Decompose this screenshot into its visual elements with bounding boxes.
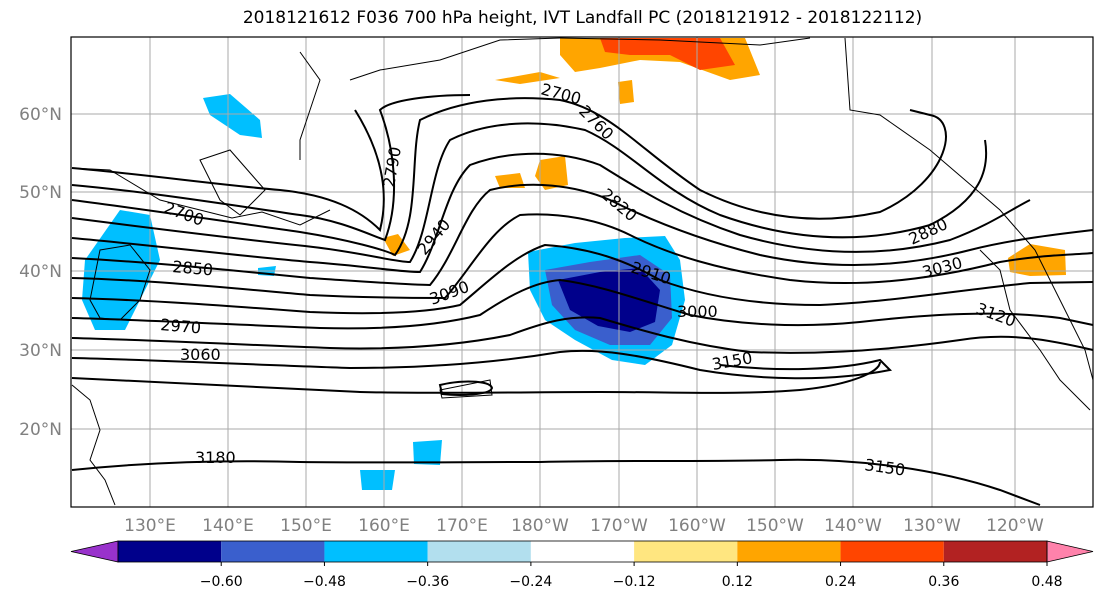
contour-label: 2760 [575, 101, 617, 143]
lat-label: 50°N [19, 183, 62, 203]
colorbar-extend-high [1046, 540, 1094, 563]
lon-label: 130°W [903, 516, 961, 536]
ivt-shading [82, 38, 1066, 490]
colorbar-tick-label: −0.36 [406, 574, 449, 590]
positive-anomaly-us-west [1008, 244, 1066, 276]
positive-anomaly-alaska [495, 72, 560, 84]
negative-anomaly-small-1 [413, 440, 442, 465]
positive-anomaly-alaska-2 [618, 80, 634, 104]
lat-label: 20°N [19, 420, 62, 440]
colorbar-tick-label: 0.12 [722, 574, 753, 590]
negative-anomaly-okhotsk [203, 94, 262, 138]
lon-label: 140°W [824, 516, 882, 536]
contour-label: 2700 [162, 198, 207, 230]
latitude-labels: 60°N 50°N 40°N 30°N 20°N [19, 105, 62, 440]
colorbar: −0.60 −0.48 −0.36 −0.24 −0.12 0.12 0.24 0.36 0.4… [70, 540, 1094, 590]
colorbar-segment [634, 541, 738, 562]
map-frame [70, 36, 1094, 508]
lat-label: 30°N [19, 341, 62, 361]
contour-label: 3000 [677, 302, 718, 321]
colorbar-extend-low [70, 540, 119, 563]
colorbar-tick-label: −0.12 [613, 574, 656, 590]
colorbar-segment [324, 541, 428, 562]
lat-label: 40°N [19, 262, 62, 282]
longitude-labels: 130°E 140°E 150°E 160°E 170°E 180°W 170°W 160°W… [124, 516, 1044, 536]
colorbar-segment [427, 541, 531, 562]
height-contours [71, 94, 1094, 506]
lon-label: 130°E [124, 516, 176, 536]
negative-anomaly-small-2 [360, 470, 395, 490]
contour-label: 3150 [710, 348, 753, 374]
contour-label: 2850 [172, 257, 214, 279]
colorbar-tick-label: −0.60 [200, 574, 243, 590]
colorbar-segment [221, 541, 325, 562]
colorbar-frame [117, 540, 1048, 563]
lon-label: 160°W [668, 516, 726, 536]
colorbar-segment [118, 541, 222, 562]
colorbar-tick-label: −0.24 [509, 574, 552, 590]
positive-anomaly-aleutian-2 [535, 156, 568, 190]
colorbar-segment [840, 541, 944, 562]
contour-label: 3180 [195, 448, 236, 467]
lon-label: 140°E [202, 516, 254, 536]
positive-anomaly-kamchatka [383, 234, 410, 256]
contour-label: 3060 [180, 345, 221, 364]
lon-label: 150°W [746, 516, 804, 536]
contour-label: 2700 [539, 80, 583, 109]
lon-label: 120°W [986, 516, 1044, 536]
lon-label: 170°W [590, 516, 648, 536]
colorbar-tick-label: 0.36 [928, 574, 959, 590]
contour-label: 2940 [414, 215, 455, 258]
colorbar-segment [530, 541, 635, 562]
colorbar-tick-label: −0.48 [303, 574, 346, 590]
contour-label: 2880 [906, 214, 951, 248]
lon-label: 170°E [436, 516, 488, 536]
contour-label: 3120 [974, 299, 1019, 331]
contour-label: 3150 [863, 455, 906, 479]
colorbar-segment [943, 541, 1047, 562]
positive-anomaly-north-core [600, 38, 735, 70]
colorbar-tick-label: 0.24 [825, 574, 856, 590]
lon-label: 180°W [511, 516, 569, 536]
colorbar-segment [737, 541, 841, 562]
map-area: 2700 2760 2790 2820 2880 2940 2700 2850 … [19, 36, 1094, 536]
coastlines [71, 37, 1094, 506]
positive-anomaly-aleutian [495, 173, 525, 188]
colorbar-tick-label: 0.48 [1031, 574, 1062, 590]
lon-label: 160°E [358, 516, 410, 536]
contour-label: 2970 [160, 315, 202, 337]
map-title: 2018121612 F036 700 hPa height, IVT Land… [242, 8, 923, 28]
contour-label: 3030 [920, 253, 964, 282]
lon-label: 150°E [280, 516, 332, 536]
lat-label: 60°N [19, 105, 62, 125]
contour-label: 2790 [379, 145, 405, 188]
